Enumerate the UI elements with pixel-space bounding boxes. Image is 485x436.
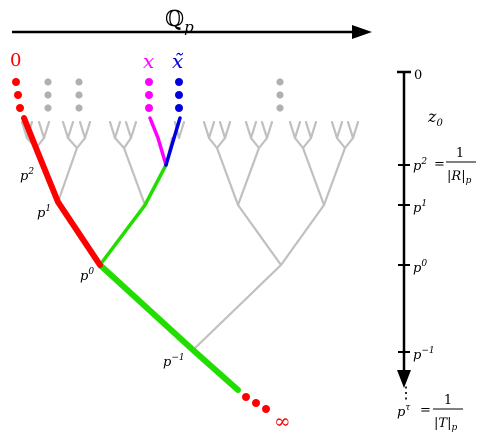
scale-label-ptau-fraction: pτ = 1 |T|p: [397, 393, 463, 433]
gray-branch: [113, 136, 133, 150]
scale-eq-p2: =: [434, 157, 445, 172]
red-dot: [252, 399, 260, 407]
gray-dot: [44, 78, 52, 86]
gray-dot: [276, 91, 284, 99]
label-x: x: [143, 49, 154, 73]
gray-branch: [301, 146, 347, 207]
scale-arrowhead: [397, 370, 411, 388]
scale-num-p2: 1: [456, 146, 464, 161]
tree-label-p-minus1: p−1: [163, 353, 185, 370]
scale-num-ptau: 1: [444, 393, 452, 408]
red-dot: [16, 104, 24, 112]
label-x-tilde: x̃: [172, 49, 184, 73]
green-path: [98, 163, 168, 267]
magenta-dot: [145, 91, 153, 99]
magenta-dot: [145, 104, 153, 112]
scale-den-p2: |R|p: [447, 169, 472, 186]
red-segment: [21, 115, 103, 268]
tree-label-p2: p2: [20, 167, 34, 184]
qp-axis-arrowhead: [352, 25, 372, 39]
green-segment-lower: [97, 262, 241, 393]
gray-leaf-group: [288, 120, 318, 140]
tree-label-p0: p0: [80, 267, 94, 284]
scale-den-ptau: |T|p: [434, 416, 457, 433]
gray-dot: [44, 104, 52, 112]
gray-branch: [191, 263, 283, 352]
blue-path: [164, 116, 182, 167]
gray-branch: [66, 136, 87, 150]
scale-label-p1: p1: [413, 199, 427, 216]
scale-label-z0: z0: [427, 107, 443, 129]
red-dot: [14, 91, 22, 99]
green-segment-upper: [98, 163, 168, 267]
green-path-thick: [97, 262, 241, 393]
gray-leaf-group: [330, 120, 360, 140]
magenta-path: [148, 116, 168, 167]
blue-dot: [175, 91, 183, 99]
gray-leaf-group: [61, 120, 92, 140]
red-dot: [262, 405, 270, 413]
gray-branch: [293, 136, 313, 150]
qp-axis: ℚp: [12, 7, 372, 39]
blue-dots-top: [175, 78, 183, 112]
gray-leaf-group: [202, 120, 232, 140]
gray-dot: [44, 91, 52, 99]
gray-dots: [44, 78, 284, 112]
magenta-dot: [145, 78, 153, 86]
scale-label-p-minus1: p−1: [413, 346, 435, 363]
gray-tree: [20, 120, 360, 352]
gray-dot: [75, 104, 83, 112]
gray-dot: [276, 78, 284, 86]
right-scale: 0 z0 p2 = 1 |R|p p1 p0 p−1 ⋮ pτ = 1 |T|p: [397, 68, 476, 433]
gray-branch: [122, 146, 147, 207]
scale-label-p2-fraction: p2 = 1 |R|p: [413, 146, 476, 186]
red-dot: [12, 78, 20, 86]
gray-dot: [75, 91, 83, 99]
gray-branch: [236, 203, 326, 267]
gray-dot: [75, 78, 83, 86]
red-dot: [242, 393, 250, 401]
scale-label-p0: p0: [413, 259, 427, 276]
gray-branch: [207, 136, 227, 150]
gray-branch: [215, 146, 261, 207]
gray-branch: [335, 136, 355, 150]
gray-branch: [249, 136, 269, 150]
scale-label-ptau: pτ: [397, 403, 411, 420]
magenta-dots-top: [145, 78, 153, 112]
scale-label-zero: 0: [414, 68, 422, 83]
gray-dot: [276, 104, 284, 112]
scale-eq-ptau: =: [420, 403, 431, 418]
qp-axis-label: ℚp: [165, 7, 194, 36]
scale-dots: ⋮: [398, 383, 414, 402]
red-path: [21, 115, 103, 268]
scale-label-p2: p2: [413, 157, 427, 174]
red-dots-infinity: [242, 393, 270, 413]
gray-leaf-group: [108, 120, 138, 140]
blue-dot: [175, 78, 183, 86]
label-zero: 0: [10, 50, 21, 71]
blue-dot: [175, 104, 183, 112]
label-infinity: ∞: [274, 409, 291, 433]
tree-label-p1: p1: [37, 204, 51, 221]
red-dots-top: [12, 78, 24, 112]
gray-leaf-group: [244, 120, 274, 140]
